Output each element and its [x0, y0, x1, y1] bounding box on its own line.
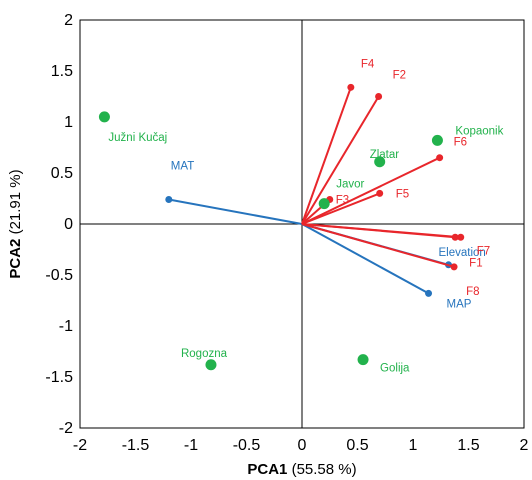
climate-vector-tip [165, 196, 173, 204]
site-point [431, 134, 443, 146]
fungal-vector-label: F3 [336, 195, 349, 207]
x-tick-label: 2 [520, 437, 529, 454]
site-label: Kopaonik [455, 125, 503, 137]
fungal-vector-label: F7 [477, 245, 490, 257]
site-point [374, 156, 386, 168]
site-label: Rogozna [181, 348, 228, 360]
x-tick-label: 0.5 [346, 437, 368, 454]
site-point [98, 111, 110, 123]
fungal-vector-tip [376, 189, 384, 197]
y-axis-title-rest: (21.91 %) [7, 169, 24, 238]
fungal-vector-label: F2 [393, 70, 406, 82]
site-label: Golija [380, 363, 410, 375]
y-tick-label: 0 [64, 216, 73, 233]
fungal-vector-tip [375, 93, 383, 100]
site-point [357, 354, 369, 366]
fungal-vector-label: F8 [466, 286, 479, 298]
y-tick-label: -2 [59, 420, 73, 437]
y-tick-label: 1.5 [51, 63, 73, 80]
x-axis-title-bold: PCA1 [247, 461, 287, 478]
fungal-vector-line [301, 192, 381, 225]
y-tick-label: -1.5 [45, 369, 73, 386]
fungal-vector-tip [436, 154, 444, 162]
fungal-vector-label: F4 [361, 58, 375, 70]
fungal-vector-label: F5 [396, 188, 409, 200]
fungal-vector-line [301, 223, 455, 268]
site-point [205, 359, 217, 371]
fungal-vector-line [301, 95, 380, 225]
x-tick-label: -2 [73, 437, 87, 454]
x-tick-label: 1 [409, 437, 418, 454]
x-tick-label: -0.5 [233, 437, 261, 454]
fungal-vector-tip [457, 233, 465, 241]
x-tick-label: -1 [184, 437, 198, 454]
fungal-vector-tip [347, 83, 355, 91]
y-tick-label: 0.5 [51, 165, 73, 182]
climate-vector-label: MAP [447, 298, 472, 310]
fungal-vector-tip [451, 233, 459, 241]
x-tick-label: 0 [298, 437, 307, 454]
fungal-vector-tip [450, 263, 458, 271]
fungal-vector-label: F1 [469, 257, 482, 269]
y-axis-title-bold: PCA2 [7, 239, 24, 279]
fungal-vector-line [301, 223, 456, 239]
y-tick-label: 2 [64, 12, 73, 29]
x-tick-label: -1.5 [122, 437, 150, 454]
site-label: Javor [336, 179, 364, 191]
fungal-vector-label: F6 [454, 137, 467, 149]
climate-vector-tip [425, 289, 433, 297]
y-tick-label: -0.5 [45, 267, 73, 284]
climate-vector-label: Elevation [439, 247, 486, 259]
climate-vector-label: MAT [171, 161, 194, 173]
y-axis-title: PCA2 (21.91 %) [7, 169, 24, 278]
site-label: Južni Kučaj [108, 132, 167, 144]
x-axis-title: PCA1 (55.58 %) [247, 461, 356, 478]
x-tick-label: 1.5 [457, 437, 479, 454]
site-point [318, 198, 330, 210]
y-tick-label: -1 [59, 318, 73, 335]
fungal-vector-line [301, 86, 352, 225]
tick-labels: -2 -1.5 -1 -0.5 0 0.5 1 1.5 2 -2 -1.5 -1 -0.5 0 0.5 1 1.… [45, 12, 528, 454]
x-axis-title-rest: (55.58 %) [287, 461, 356, 478]
fungal-vector-line [301, 156, 441, 225]
climate-vector-line [301, 223, 430, 295]
climate-vector-line [168, 198, 303, 225]
site-label: Zlatar [370, 149, 400, 161]
y-tick-label: 1 [64, 114, 73, 131]
